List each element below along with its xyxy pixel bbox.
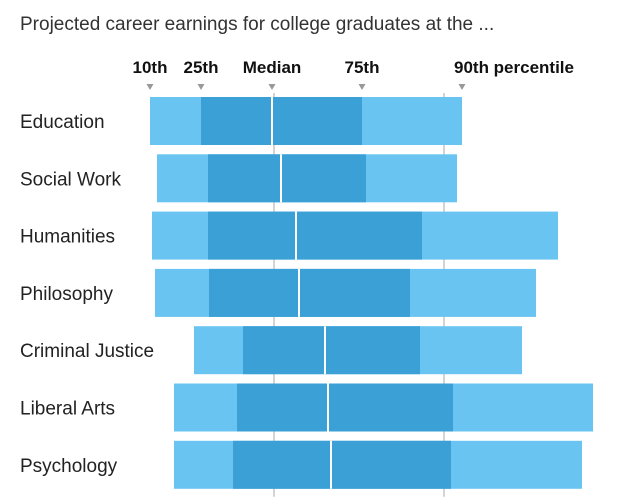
category-label: Social Work bbox=[20, 169, 122, 190]
category-label: Philosophy bbox=[20, 284, 113, 305]
row-1: Social Work bbox=[20, 154, 457, 203]
category-label: Criminal Justice bbox=[20, 341, 154, 362]
percentile-label-4: 90th percentile bbox=[454, 58, 574, 77]
percentile-header: 10th 25th Median 75th 90th percentile bbox=[133, 58, 574, 90]
range-bar-25-75 bbox=[201, 97, 362, 145]
range-bar-25-75 bbox=[233, 440, 451, 489]
chart-title: Projected career earnings for college gr… bbox=[20, 14, 494, 35]
row-0: Education bbox=[20, 97, 462, 145]
category-label: Liberal Arts bbox=[20, 399, 115, 420]
percentile-label-0: 10th bbox=[133, 58, 168, 77]
range-bar-25-75 bbox=[243, 326, 420, 375]
percentile-marker-1 bbox=[197, 84, 205, 90]
row-4: Criminal Justice bbox=[20, 326, 522, 375]
category-label: Education bbox=[20, 112, 105, 133]
row-3: Philosophy bbox=[20, 268, 536, 317]
percentile-label-2: Median bbox=[243, 58, 302, 77]
range-bar-25-75 bbox=[237, 383, 453, 432]
category-label: Psychology bbox=[20, 456, 118, 477]
row-6: Psychology bbox=[20, 440, 582, 489]
percentile-marker-2 bbox=[268, 84, 276, 90]
row-5: Liberal Arts bbox=[20, 383, 593, 432]
percentile-marker-3 bbox=[358, 84, 366, 90]
percentile-label-3: 75th bbox=[345, 58, 380, 77]
range-bar-25-75 bbox=[208, 154, 366, 203]
percentile-label-1: 25th bbox=[184, 58, 219, 77]
percentile-marker-0 bbox=[146, 84, 154, 90]
category-label: Humanities bbox=[20, 227, 115, 248]
range-bar-25-75 bbox=[209, 268, 410, 317]
range-bar-25-75 bbox=[208, 211, 422, 260]
chart-rows: Education Social Work Humanities Philosophy… bbox=[20, 97, 593, 489]
percentile-marker-4 bbox=[458, 84, 466, 90]
row-2: Humanities bbox=[20, 211, 558, 260]
